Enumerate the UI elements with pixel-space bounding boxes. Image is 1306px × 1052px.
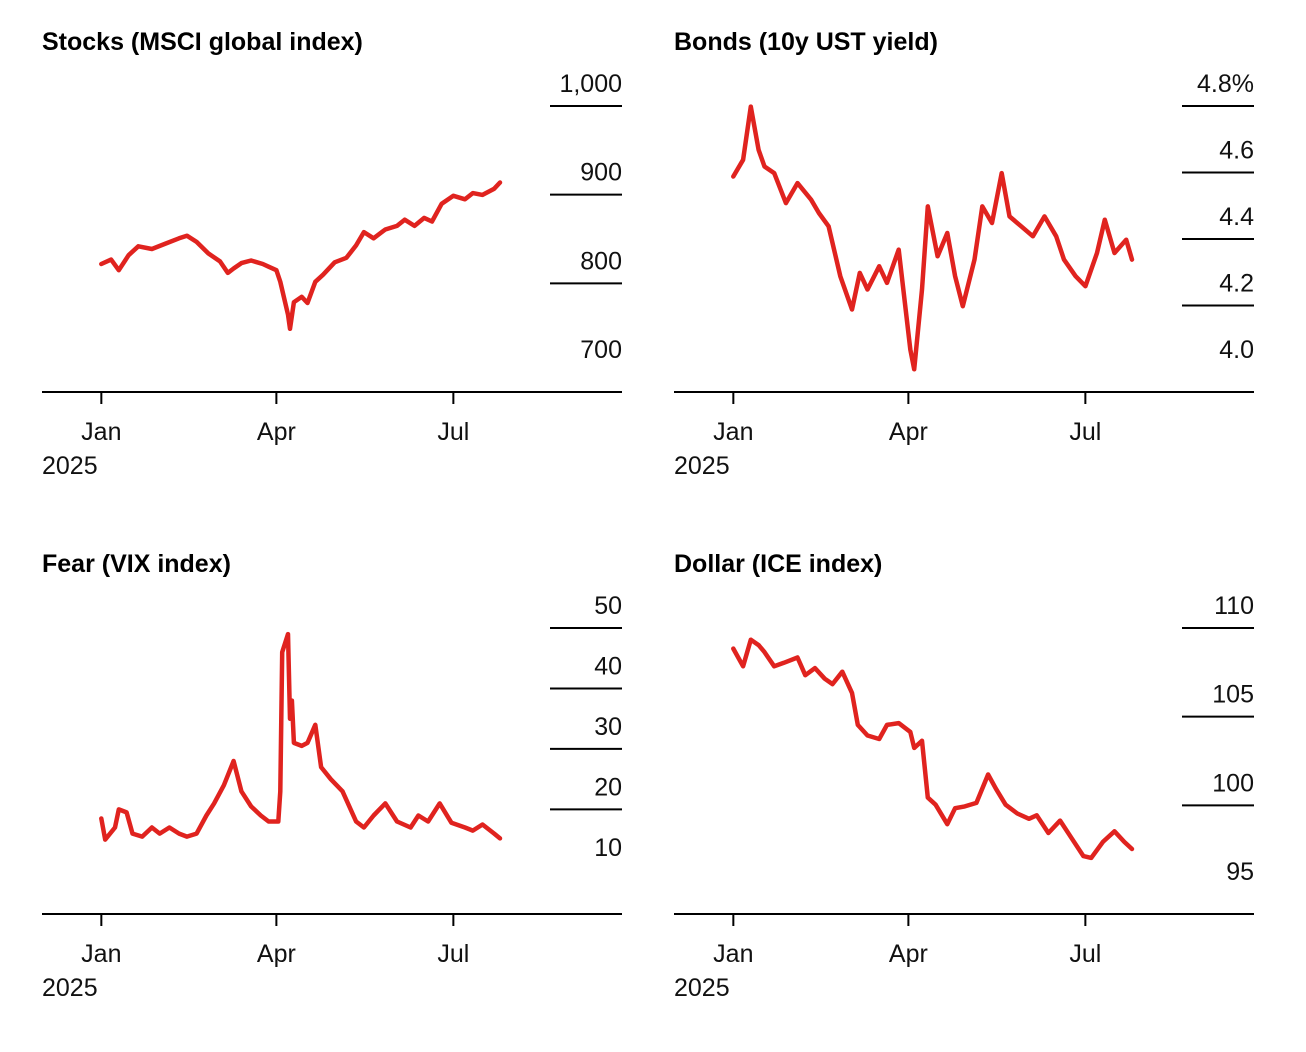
fear-chart-x-tick-label: Apr xyxy=(257,940,296,968)
dollar-chart-panel: Dollar (ICE index) 110 105 100 95 Jan 2025 Apr… xyxy=(674,550,1264,1020)
dollar-chart-series-line xyxy=(731,637,1135,861)
bonds-chart-x-tick-label: Jan xyxy=(713,418,753,446)
bonds-chart: 4.8% 4.6 4.4 4.2 4.0 Jan 2025 Apr Jul xyxy=(674,70,1254,480)
bonds-chart-y-tick-label: 4.4 xyxy=(1219,203,1254,231)
bonds-chart-y-tick-label: 4.6 xyxy=(1219,137,1254,165)
dollar-chart: 110 105 100 95 Jan 2025 Apr Jul xyxy=(674,592,1254,1002)
fear-chart-panel: Fear (VIX index) 50 40 30 20 10 Jan 2025 Apr Jul xyxy=(42,550,632,1020)
fear-chart-y-tick-label: 40 xyxy=(594,652,622,680)
fear-chart-y-tick-label: 30 xyxy=(594,713,622,741)
stocks-chart-y-tick-label: 800 xyxy=(580,247,622,275)
dollar-chart-x-tick-sublabel: 2025 xyxy=(674,974,730,1002)
fear-chart-x-tick-sublabel: 2025 xyxy=(42,974,98,1002)
stocks-chart-x-tick-label: Jul xyxy=(437,418,469,446)
stocks-chart-x-tick-label: Apr xyxy=(257,418,296,446)
dollar-chart-y-tick-label: 110 xyxy=(1214,592,1254,620)
fear-chart-y-tick-label: 50 xyxy=(594,592,622,620)
stocks-chart-y-tick-label: 700 xyxy=(580,336,622,364)
fear-chart-series-line xyxy=(99,631,503,842)
dollar-chart-y-tick-label: 100 xyxy=(1212,769,1254,797)
stocks-chart-y-tick-label: 900 xyxy=(580,159,622,187)
fear-chart-x-tick-label: Jul xyxy=(437,940,469,968)
dollar-chart-y-tick-label: 95 xyxy=(1226,858,1254,886)
bonds-chart-x-tick-sublabel: 2025 xyxy=(674,452,730,480)
bonds-chart-x-tick-label: Apr xyxy=(889,418,928,446)
bonds-chart-y-tick-label: 4.8% xyxy=(1197,70,1254,98)
stocks-chart-series-line xyxy=(99,180,503,332)
stocks-chart-title: Stocks (MSCI global index) xyxy=(42,28,363,56)
dollar-chart-title: Dollar (ICE index) xyxy=(674,550,883,578)
dollar-chart-y-tick-label: 105 xyxy=(1212,681,1254,709)
stocks-chart-panel: Stocks (MSCI global index) 1,000 900 800 70… xyxy=(42,28,632,498)
bonds-chart-series-line xyxy=(731,104,1135,372)
fear-chart-title: Fear (VIX index) xyxy=(42,550,231,578)
dollar-chart-x-tick-label: Jul xyxy=(1069,940,1101,968)
bonds-chart-panel: Bonds (10y UST yield) 4.8% 4.6 4.4 4.2 4.0 Ja… xyxy=(674,28,1264,498)
fear-chart-y-tick-label: 10 xyxy=(594,834,622,862)
dollar-chart-x-tick-label: Apr xyxy=(889,940,928,968)
fear-chart-y-tick-label: 20 xyxy=(594,773,622,801)
stocks-chart-y-tick-label: 1,000 xyxy=(559,70,622,98)
bonds-chart-y-tick-label: 4.2 xyxy=(1219,270,1254,298)
bonds-chart-x-tick-label: Jul xyxy=(1069,418,1101,446)
stocks-chart-x-tick-label: Jan xyxy=(81,418,121,446)
bonds-chart-title: Bonds (10y UST yield) xyxy=(674,28,938,56)
fear-chart: 50 40 30 20 10 Jan 2025 Apr Jul xyxy=(42,592,622,1002)
stocks-chart: 1,000 900 800 700 Jan 2025 Apr Jul xyxy=(42,70,622,480)
fear-chart-x-tick-label: Jan xyxy=(81,940,121,968)
bonds-chart-y-tick-label: 4.0 xyxy=(1219,336,1254,364)
dollar-chart-x-tick-label: Jan xyxy=(713,940,753,968)
stocks-chart-x-tick-sublabel: 2025 xyxy=(42,452,98,480)
